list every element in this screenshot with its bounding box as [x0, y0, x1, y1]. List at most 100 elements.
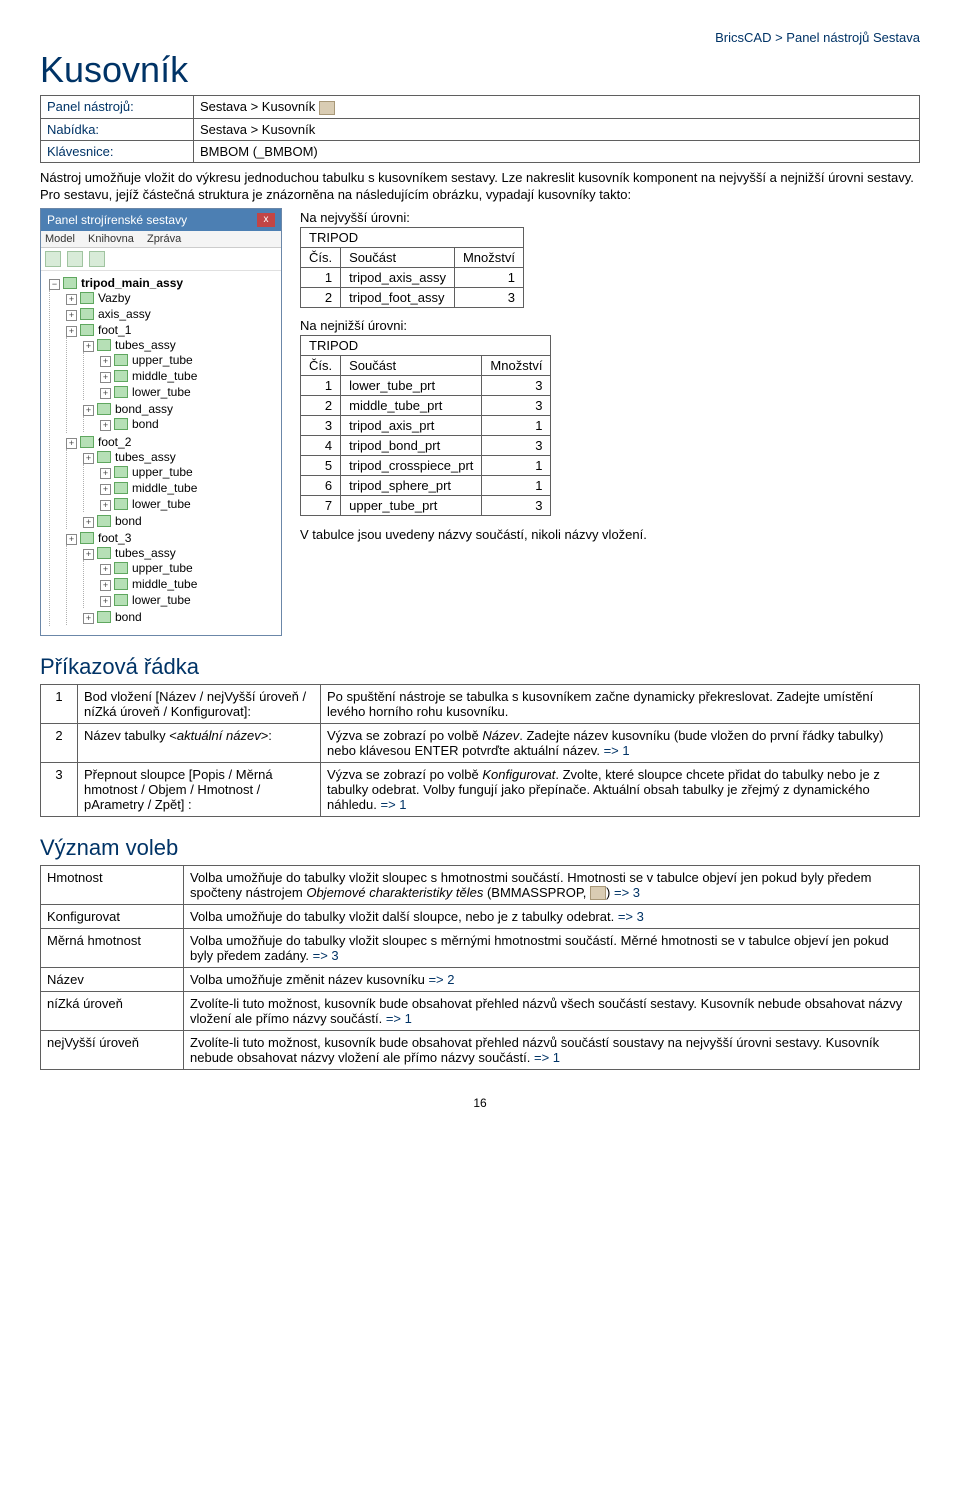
component-icon: [114, 594, 128, 606]
tree-tool-icon[interactable]: [89, 251, 105, 267]
expand-icon[interactable]: +: [100, 388, 111, 399]
tree-node[interactable]: middle_tube: [132, 369, 197, 383]
tab-model[interactable]: Model: [45, 233, 75, 245]
cmd-desc: Po spuštění nástroje se tabulka s kusovn…: [321, 684, 920, 723]
tree-node[interactable]: upper_tube: [132, 353, 193, 367]
tree-toolbar: [41, 248, 281, 271]
meta-panel-value: Sestava > Kusovník: [194, 96, 920, 119]
component-icon: [114, 482, 128, 494]
component-icon: [114, 418, 128, 430]
intro-paragraph: Nástroj umožňuje vložit do výkresu jedno…: [40, 169, 920, 204]
col-qty: Množství: [482, 355, 551, 375]
cell-qty: 1: [482, 455, 551, 475]
component-icon: [114, 498, 128, 510]
option-name: Název: [41, 968, 184, 992]
option-desc: Volba umožňuje změnit název kusovníku =>…: [184, 968, 920, 992]
tree-node[interactable]: foot_3: [98, 531, 131, 545]
cmd-prompt: Přepnout sloupce [Popis / Měrná hmotnost…: [78, 762, 321, 816]
tree-node[interactable]: foot_2: [98, 435, 131, 449]
col-num: Čís.: [301, 355, 341, 375]
expand-icon[interactable]: +: [66, 326, 77, 337]
tree-tool-icon[interactable]: [45, 251, 61, 267]
expand-icon[interactable]: +: [100, 356, 111, 367]
expand-icon[interactable]: +: [100, 468, 111, 479]
tree-node[interactable]: tubes_assy: [115, 546, 176, 560]
component-icon: [97, 451, 111, 463]
tree-node[interactable]: axis_assy: [98, 307, 151, 321]
table-note: V tabulce jsou uvedeny názvy součástí, n…: [300, 526, 920, 544]
expand-icon[interactable]: +: [83, 341, 94, 352]
expand-icon[interactable]: +: [66, 438, 77, 449]
cell-part: tripod_axis_assy: [341, 267, 455, 287]
expand-icon[interactable]: +: [100, 420, 111, 431]
cell-part: upper_tube_prt: [341, 495, 482, 515]
meta-keyboard-value: BMBOM (_BMBOM): [194, 140, 920, 162]
expand-icon[interactable]: +: [83, 613, 94, 624]
tree-node[interactable]: tubes_assy: [115, 450, 176, 464]
tree-node[interactable]: lower_tube: [132, 385, 191, 399]
expand-icon[interactable]: +: [100, 596, 111, 607]
tree-node[interactable]: upper_tube: [132, 465, 193, 479]
tree-node[interactable]: bond: [132, 417, 159, 431]
expand-icon[interactable]: +: [83, 405, 94, 416]
cell-num: 1: [301, 375, 341, 395]
tree-tabs: Model Knihovna Zpráva: [41, 231, 281, 248]
tree-node[interactable]: lower_tube: [132, 497, 191, 511]
tree-node[interactable]: upper_tube: [132, 561, 193, 575]
cell-part: lower_tube_prt: [341, 375, 482, 395]
tree-body: − tripod_main_assy + Vazby + axis_assy + foot_1…: [41, 271, 281, 635]
close-icon[interactable]: x: [257, 213, 275, 227]
tree-node[interactable]: bond: [115, 514, 142, 528]
tab-report[interactable]: Zpráva: [147, 233, 181, 245]
tree-node[interactable]: tubes_assy: [115, 338, 176, 352]
cell-num: 3: [301, 415, 341, 435]
option-desc: Zvolíte-li tuto možnost, kusovník bude o…: [184, 1031, 920, 1070]
expand-icon[interactable]: +: [83, 453, 94, 464]
tree-tool-icon[interactable]: [67, 251, 83, 267]
expand-icon[interactable]: +: [66, 294, 77, 305]
component-icon: [80, 436, 94, 448]
option-desc: Volba umožňuje do tabulky vložit sloupec…: [184, 929, 920, 968]
tree-node[interactable]: middle_tube: [132, 481, 197, 495]
expand-icon[interactable]: +: [66, 310, 77, 321]
cell-qty: 1: [482, 475, 551, 495]
option-name: níZká úroveň: [41, 992, 184, 1031]
expand-icon[interactable]: +: [83, 517, 94, 528]
component-icon: [97, 403, 111, 415]
cmd-num: 1: [41, 684, 78, 723]
option-desc: Volba umožňuje do tabulky vložit další s…: [184, 905, 920, 929]
tree-root[interactable]: tripod_main_assy: [81, 276, 183, 290]
tree-node[interactable]: bond: [115, 610, 142, 624]
meta-menu-label: Nabídka:: [41, 118, 194, 140]
expand-icon[interactable]: +: [100, 500, 111, 511]
option-name: nejVyšší úroveň: [41, 1031, 184, 1070]
meta-panel-label: Panel nástrojů:: [41, 96, 194, 119]
tree-node[interactable]: Vazby: [98, 291, 130, 305]
cmd-num: 2: [41, 723, 78, 762]
component-icon: [97, 339, 111, 351]
expand-icon[interactable]: +: [100, 564, 111, 575]
expand-icon[interactable]: +: [100, 484, 111, 495]
cell-part: tripod_foot_assy: [341, 287, 455, 307]
expand-icon[interactable]: −: [49, 279, 60, 290]
expand-icon[interactable]: +: [66, 534, 77, 545]
tree-node[interactable]: lower_tube: [132, 593, 191, 607]
tab-library[interactable]: Knihovna: [88, 233, 134, 245]
expand-icon[interactable]: +: [83, 549, 94, 560]
expand-icon[interactable]: +: [100, 372, 111, 383]
breadcrumb: BricsCAD > Panel nástrojů Sestava: [40, 30, 920, 45]
component-icon: [114, 578, 128, 590]
component-icon: [114, 386, 128, 398]
cell-num: 6: [301, 475, 341, 495]
tree-node[interactable]: bond_assy: [115, 402, 173, 416]
meaning-title: Význam voleb: [40, 835, 920, 861]
expand-icon[interactable]: +: [100, 580, 111, 591]
col-qty: Množství: [454, 247, 523, 267]
tree-node[interactable]: middle_tube: [132, 577, 197, 591]
cell-qty: 3: [454, 287, 523, 307]
component-icon: [80, 308, 94, 320]
toolbar-icon: [319, 101, 335, 115]
component-icon: [114, 370, 128, 382]
top-table-title: TRIPOD: [301, 227, 524, 247]
tree-node[interactable]: foot_1: [98, 323, 131, 337]
